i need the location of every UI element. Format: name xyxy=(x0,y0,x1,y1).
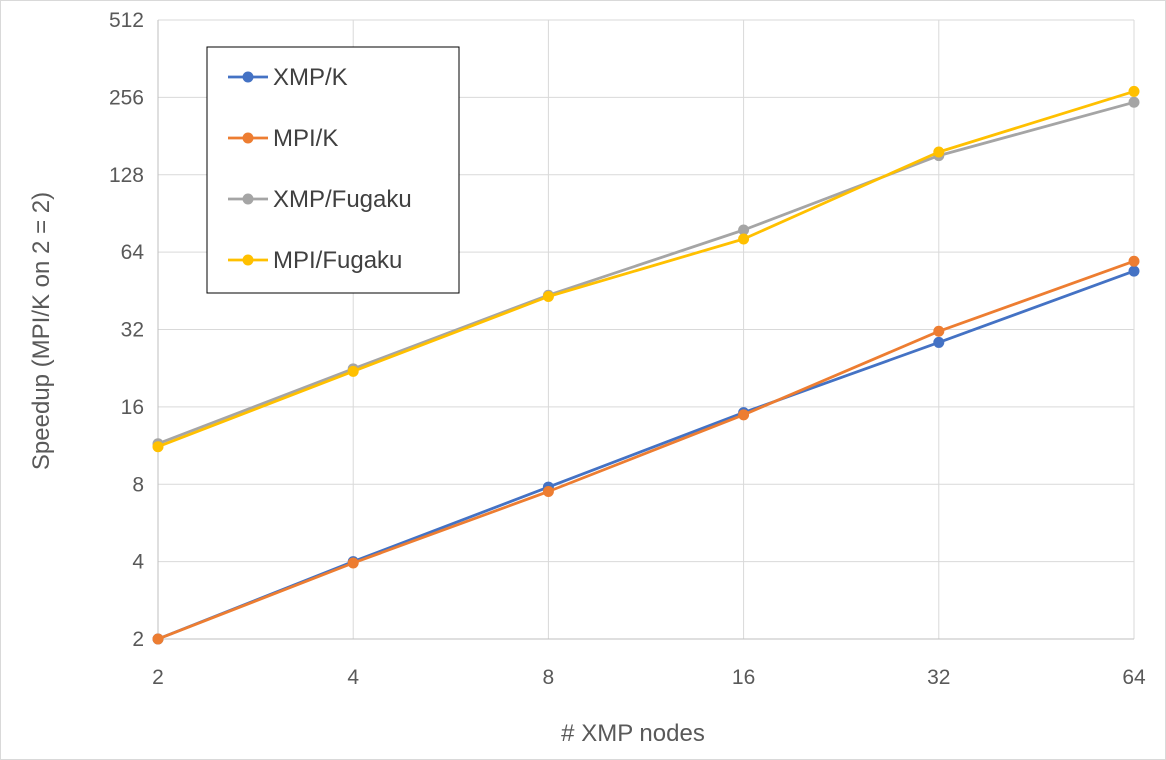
series-mpi-fugaku xyxy=(152,85,1140,453)
series-lines xyxy=(152,85,1140,645)
series-line xyxy=(157,100,1135,446)
data-point xyxy=(1128,265,1140,277)
legend-items: XMP/K MPI/K XMP/Fugaku MPI/Fugaku xyxy=(228,64,412,274)
data-point xyxy=(738,233,750,245)
x-tick-label: 16 xyxy=(732,666,755,689)
data-point xyxy=(542,485,554,497)
data-point xyxy=(347,557,359,569)
legend-label: XMP/K xyxy=(273,64,348,91)
data-point xyxy=(738,409,750,421)
legend-box xyxy=(206,46,460,294)
x-tick-label: 8 xyxy=(543,666,555,689)
y-tick-label: 16 xyxy=(121,396,144,419)
x-axis-title: # XMP nodes xyxy=(561,720,705,747)
data-point xyxy=(1128,255,1140,267)
legend-label: MPI/Fugaku xyxy=(273,247,402,274)
legend-label: XMP/Fugaku xyxy=(273,186,412,213)
data-point xyxy=(738,224,750,236)
axes xyxy=(157,20,1134,640)
y-tick-label: 2 xyxy=(132,628,144,651)
series-mpi-k xyxy=(152,255,1140,645)
legend-swatch-marker xyxy=(242,71,254,83)
series-line xyxy=(157,90,1135,449)
legend-entry: XMP/K xyxy=(228,64,348,91)
data-point xyxy=(933,146,945,158)
x-tick-labels: 2 4 8 16 32 64 xyxy=(152,666,1146,689)
data-point xyxy=(933,336,945,348)
data-point xyxy=(152,441,164,453)
y-tick-label: 32 xyxy=(121,319,144,342)
y-tick-label: 4 xyxy=(132,551,144,574)
legend-entry: MPI/Fugaku xyxy=(228,247,402,274)
y-tick-label: 128 xyxy=(109,164,144,187)
data-point xyxy=(152,633,164,645)
data-point xyxy=(347,365,359,377)
legend: XMP/K MPI/K XMP/Fugaku MPI/Fugaku xyxy=(206,46,460,294)
y-tick-label: 64 xyxy=(121,241,145,264)
legend-swatch-marker xyxy=(242,132,254,144)
series-xmp-k xyxy=(152,265,1140,645)
series-line xyxy=(157,269,1135,641)
x-tick-label: 4 xyxy=(347,666,359,689)
legend-swatch-marker xyxy=(242,193,254,205)
legend-entry: MPI/K xyxy=(228,125,338,152)
legend-swatch-marker xyxy=(242,254,254,266)
x-tick-label: 32 xyxy=(927,666,950,689)
y-tick-label: 512 xyxy=(109,9,144,32)
data-point xyxy=(542,291,554,303)
series-line xyxy=(157,259,1135,641)
x-tick-label: 2 xyxy=(152,666,164,689)
y-axis-title: Speedup (MPI/K on 2 = 2) xyxy=(28,192,55,470)
data-point xyxy=(1128,85,1140,97)
legend-entry: XMP/Fugaku xyxy=(228,186,412,213)
x-tick-label: 64 xyxy=(1122,666,1146,689)
data-point xyxy=(933,325,945,337)
y-tick-labels: 2 4 8 16 32 64 128 256 512 xyxy=(109,9,144,651)
y-tick-label: 8 xyxy=(132,473,144,496)
legend-label: MPI/K xyxy=(273,125,338,152)
data-point xyxy=(1128,96,1140,108)
y-tick-label: 256 xyxy=(109,86,144,109)
